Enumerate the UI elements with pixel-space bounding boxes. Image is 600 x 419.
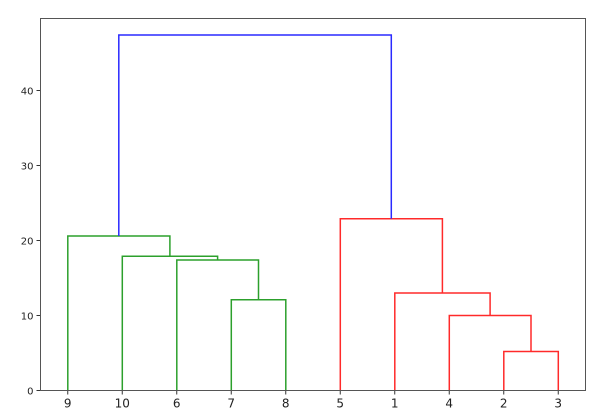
- dendrogram-link: [448, 314, 532, 391]
- plot-frame: [40, 18, 586, 391]
- y-tick-label: 40: [21, 87, 34, 98]
- dendrogram-link: [230, 299, 287, 391]
- leaf-label: 8: [282, 397, 290, 411]
- dendrogram-link: [176, 259, 260, 391]
- dendrogram-link: [121, 255, 219, 391]
- dendrogram-links: [67, 34, 560, 391]
- leaf-label: 1: [391, 397, 399, 411]
- leaf-label: 7: [227, 397, 235, 411]
- dendrogram-link: [118, 34, 393, 236]
- dendrogram-link: [67, 235, 171, 391]
- y-tick-label: 10: [21, 312, 34, 323]
- leaf-label: 5: [336, 397, 344, 411]
- x-axis: 9 10 6 7 8 5 1 4 2 3: [64, 390, 562, 411]
- dendrogram-link: [394, 292, 491, 391]
- leaf-label: 6: [173, 397, 181, 411]
- y-tick-label: 20: [21, 237, 34, 248]
- dendrogram-link: [339, 218, 444, 391]
- leaf-label: 9: [64, 397, 72, 411]
- leaf-label: 2: [500, 397, 508, 411]
- y-axis: 0 10 20 30 40: [21, 87, 41, 398]
- leaf-label: 3: [554, 397, 562, 411]
- y-tick-label: 0: [27, 387, 33, 398]
- leaf-label: 10: [115, 397, 130, 411]
- dendrogram-link: [503, 350, 560, 391]
- leaf-label: 4: [445, 397, 453, 411]
- y-tick-label: 30: [21, 162, 34, 173]
